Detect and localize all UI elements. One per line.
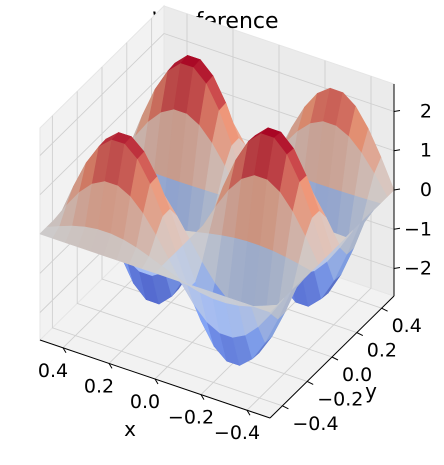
z-tick-mark: [393, 109, 401, 112]
y-tick-mark: [331, 356, 339, 361]
y-tick-label: 0.2: [367, 340, 397, 362]
z-tick-label: −1: [404, 218, 432, 240]
y-tick-mark: [282, 405, 289, 410]
surface-patch: [256, 304, 278, 313]
y-tick-label: 0.4: [392, 315, 422, 337]
z-tick-mark: [393, 149, 401, 152]
y-tick-mark: [306, 380, 314, 385]
x-tick-label: 0.4: [38, 360, 68, 382]
x-tick-mark: [62, 347, 67, 354]
y-tick-label: 0.0: [342, 364, 372, 386]
z-tick-mark: [393, 267, 401, 270]
x-tick-label: −0.2: [168, 407, 214, 429]
x-tick-label: 0.0: [130, 391, 160, 413]
y-tick-mark: [381, 307, 388, 312]
x-tick-label: −0.4: [214, 422, 260, 444]
surface-mesh: [39, 55, 395, 366]
x-axis-label: x: [124, 417, 136, 441]
z-tick-label: 2: [420, 101, 432, 123]
y-axis-label: y: [365, 379, 377, 403]
y-tick-mark: [356, 332, 364, 337]
z-tick-label: 0: [420, 179, 432, 201]
x-tick-mark: [246, 409, 251, 416]
x-tick-label: 0.2: [84, 375, 114, 397]
z-tick-mark: [393, 227, 401, 230]
tick-labels: −0.4−0.20.00.20.4−0.4−0.20.00.20.4−2−101…: [38, 101, 432, 445]
grid-line-y: [51, 115, 283, 407]
grid-line-z: [39, 32, 395, 156]
z-tick-label: −2: [404, 258, 432, 280]
y-tick-label: −0.4: [292, 413, 338, 435]
x-tick-mark: [200, 394, 205, 400]
x-tick-mark: [154, 378, 159, 385]
z-tick-mark: [393, 188, 401, 191]
y-tick-label: −0.2: [317, 388, 363, 410]
x-tick-mark: [108, 363, 113, 369]
z-tick-label: 1: [420, 140, 432, 162]
